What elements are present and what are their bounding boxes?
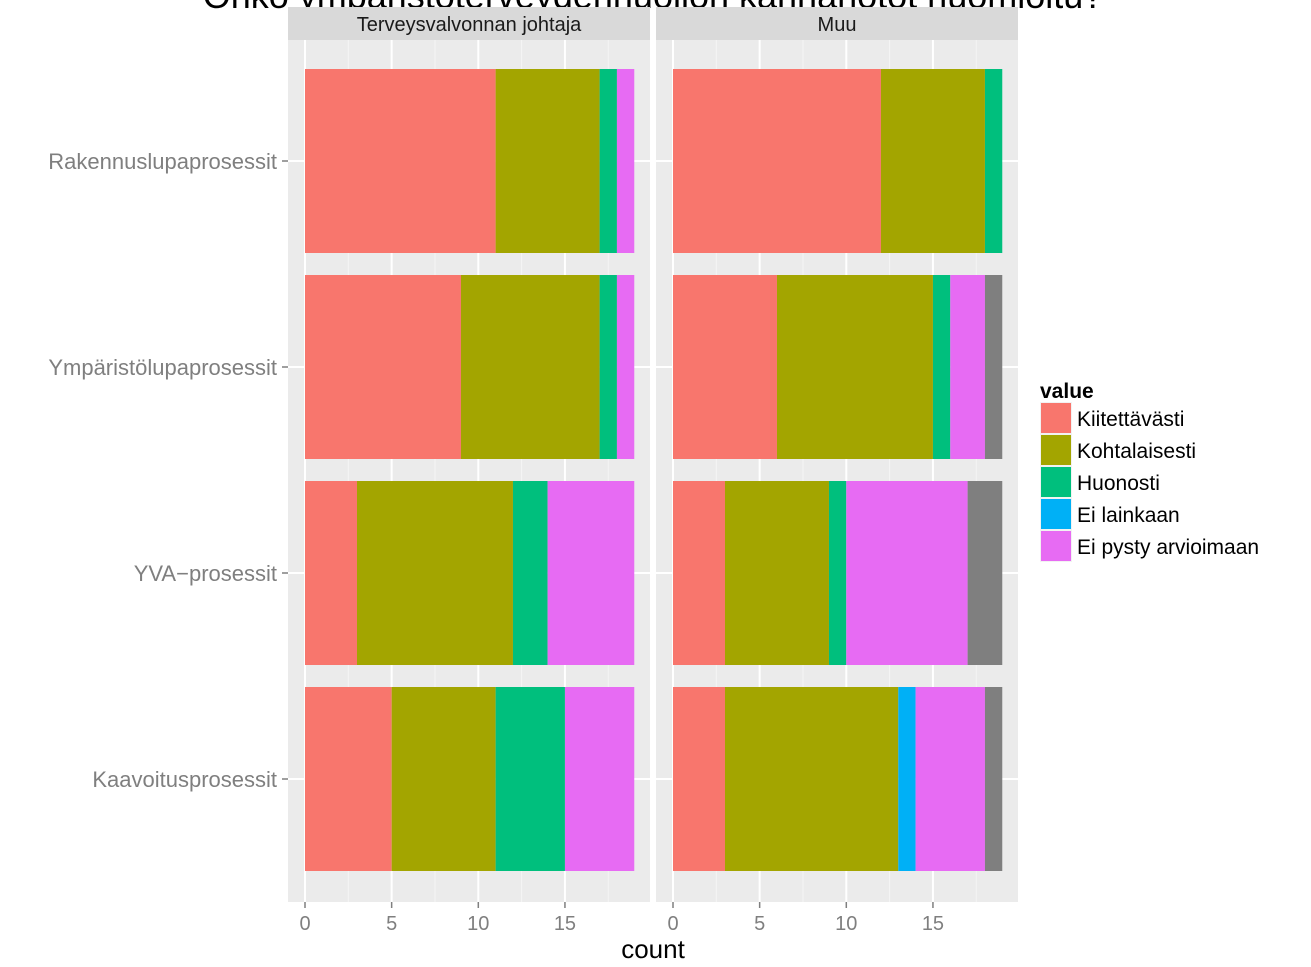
bar-segment (495, 69, 600, 253)
x-tick-label: 5 (754, 913, 765, 935)
legend-key (1041, 467, 1071, 497)
bar-segment (828, 481, 847, 665)
facet-panel: Muu 0 5 10 15 (656, 7, 1018, 935)
y-axis: Rakennuslupaprosessit Ympäristölupaproses… (48, 149, 288, 792)
legend-key (1041, 403, 1071, 433)
y-tick-label: Rakennuslupaprosessit (48, 149, 277, 174)
bar-segment (880, 69, 985, 253)
bar-segment (673, 481, 725, 665)
bar-segment (391, 687, 496, 871)
x-tick-label: 5 (386, 913, 397, 935)
facet-strip-label: Muu (818, 14, 857, 36)
x-tick-label: 15 (554, 913, 576, 935)
x-tick-label: 15 (922, 913, 944, 935)
bar-segment (984, 687, 1003, 871)
bar-segment (564, 687, 635, 871)
bar-segment (512, 481, 548, 665)
legend-label: Ei pysty arvioimaan (1077, 536, 1259, 559)
facet-panels: Terveysvalvonnan johtaja 0 5 10 15 Muu 0 5 10 15 (288, 7, 1018, 935)
legend-key (1041, 435, 1071, 465)
facet-panel: Terveysvalvonnan johtaja 0 5 10 15 (288, 7, 650, 935)
bar-segment (305, 481, 357, 665)
legend: value Kiitettävästi Kohtalaisesti Huonosti… (1040, 380, 1259, 562)
bar-segment (305, 687, 392, 871)
bar-segment (460, 275, 600, 459)
x-tick-label: 10 (835, 913, 857, 935)
bar-segment (547, 481, 635, 665)
bar-segment (724, 687, 899, 871)
bar-segment (305, 275, 461, 459)
bar-segment (673, 687, 725, 871)
bar-segment (356, 481, 513, 665)
facet-strip (656, 7, 1018, 40)
bar-segment (846, 481, 968, 665)
y-tick-label: Ympäristölupaprosessit (48, 355, 277, 380)
bar-segment (673, 69, 881, 253)
bar-segment (495, 687, 565, 871)
x-tick-label: 0 (299, 913, 310, 935)
bar-segment (776, 275, 933, 459)
legend-label: Kohtalaisesti (1077, 440, 1196, 463)
bar-segment (599, 275, 617, 459)
legend-key (1041, 531, 1071, 561)
facet-strip (288, 7, 650, 40)
y-tick-label: Kaavoitusprosessit (92, 767, 277, 792)
legend-label: Kiitettävästi (1077, 408, 1184, 431)
bar-segment (673, 275, 777, 459)
bar-segment (616, 69, 635, 253)
x-tick-label: 0 (667, 913, 678, 935)
x-axis-title: count (621, 934, 685, 964)
legend-label: Huonosti (1077, 472, 1160, 495)
bar-segment (984, 69, 1003, 253)
y-tick-label: YVA−prosessit (134, 561, 277, 586)
facet-strip-label: Terveysvalvonnan johtaja (357, 14, 582, 36)
legend-title: value (1040, 380, 1094, 403)
bar-segment (915, 687, 985, 871)
bar-segment (305, 69, 496, 253)
bar-segment (724, 481, 829, 665)
bar-segment (932, 275, 951, 459)
bar-segment (898, 687, 916, 871)
bar-segment (599, 69, 617, 253)
bar-segment (967, 481, 1003, 665)
bar-segment (984, 275, 1003, 459)
x-tick-label: 10 (467, 913, 489, 935)
bar-segment (616, 275, 635, 459)
legend-label: Ei lainkaan (1077, 504, 1180, 527)
bar-segment (950, 275, 985, 459)
legend-items: Kiitettävästi Kohtalaisesti Huonosti Ei lai… (1040, 402, 1259, 562)
legend-key (1041, 499, 1071, 529)
